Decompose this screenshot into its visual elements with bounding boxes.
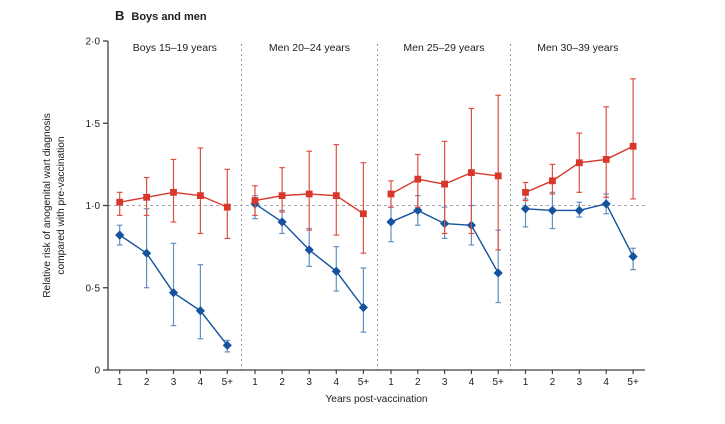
data-point-square xyxy=(522,188,529,196)
data-point-diamond xyxy=(168,288,179,298)
x-tick-label: 2 xyxy=(550,377,556,388)
data-point-diamond xyxy=(574,205,584,216)
x-tick-label: 1 xyxy=(117,377,123,388)
data-point-square xyxy=(116,198,124,206)
x-tick-label: 4 xyxy=(603,377,609,388)
data-point-square xyxy=(441,180,448,188)
data-point-square xyxy=(332,192,340,200)
y-tick-label: 0·5 xyxy=(86,283,101,294)
y-axis-title-line1: Relative risk of anogenital wart diagnos… xyxy=(42,113,53,298)
data-point-square xyxy=(575,159,583,167)
figure-header: B Boys and men xyxy=(115,8,207,23)
data-point-square xyxy=(278,192,286,200)
data-point-diamond xyxy=(386,217,396,227)
data-point-square xyxy=(629,142,637,150)
x-tick-label: 1 xyxy=(388,377,394,388)
x-tick-label: 4 xyxy=(469,377,475,388)
data-point-diamond xyxy=(628,251,638,262)
data-point-diamond xyxy=(142,248,152,258)
data-point-diamond xyxy=(601,199,611,209)
data-point-square xyxy=(251,197,259,204)
x-tick-label: 3 xyxy=(306,377,312,388)
x-tick-label: 3 xyxy=(577,377,583,388)
x-tick-label: 4 xyxy=(334,377,340,388)
data-point-square xyxy=(468,169,475,176)
y-tick-label: 0 xyxy=(94,366,100,377)
panel-title: Men 20–24 years xyxy=(269,42,350,54)
data-point-square xyxy=(305,190,313,198)
data-point-diamond xyxy=(493,268,503,278)
data-point-square xyxy=(387,190,395,198)
panel-title: Men 30–39 years xyxy=(537,42,618,54)
y-tick-label: 1·5 xyxy=(86,119,101,130)
x-tick-label: 5+ xyxy=(358,377,370,388)
data-point-square xyxy=(197,192,204,200)
data-point-diamond xyxy=(331,266,341,276)
figure-title: Boys and men xyxy=(131,11,207,23)
y-tick-label: 1·0 xyxy=(86,201,101,212)
x-tick-label: 5+ xyxy=(492,377,504,388)
x-tick-label: 2 xyxy=(144,377,150,388)
x-tick-label: 1 xyxy=(523,377,529,388)
data-point-square xyxy=(494,172,502,180)
data-point-square xyxy=(414,175,422,183)
data-point-square xyxy=(549,177,556,185)
data-point-diamond xyxy=(358,302,368,313)
y-axis-title-line2: compared with pre-vaccination xyxy=(56,136,67,274)
data-point-diamond xyxy=(222,340,232,350)
chart-layer: 0 0·5 1·0 1·5 2·0 1 2 3 4 5+ Boys 15–19 years 1 2 3 4 5… xyxy=(86,37,645,388)
data-point-diamond xyxy=(413,205,423,216)
x-axis-title: Years post-vaccination xyxy=(325,394,427,405)
data-point-diamond xyxy=(195,306,205,316)
data-point-diamond xyxy=(547,205,557,216)
data-point-square xyxy=(360,210,367,218)
panel-title: Men 25–29 years xyxy=(403,42,484,54)
data-point-square xyxy=(143,193,150,201)
x-tick-label: 4 xyxy=(198,377,204,388)
y-tick-label: 2·0 xyxy=(86,37,101,48)
data-point-diamond xyxy=(277,217,287,227)
data-point-diamond xyxy=(520,204,531,214)
data-point-square xyxy=(602,156,610,163)
x-tick-label: 2 xyxy=(279,377,285,388)
data-point-diamond xyxy=(115,230,125,240)
data-point-diamond xyxy=(304,245,314,255)
x-tick-label: 3 xyxy=(171,377,177,388)
x-tick-label: 5+ xyxy=(222,377,234,388)
x-tick-label: 3 xyxy=(442,377,448,388)
x-tick-label: 1 xyxy=(252,377,258,388)
x-tick-label: 2 xyxy=(415,377,421,388)
data-point-square xyxy=(223,203,231,211)
panel-letter: B xyxy=(115,8,125,23)
data-point-square xyxy=(170,188,177,196)
panel-title: Boys 15–19 years xyxy=(133,42,217,54)
x-tick-label: 5+ xyxy=(627,377,639,388)
